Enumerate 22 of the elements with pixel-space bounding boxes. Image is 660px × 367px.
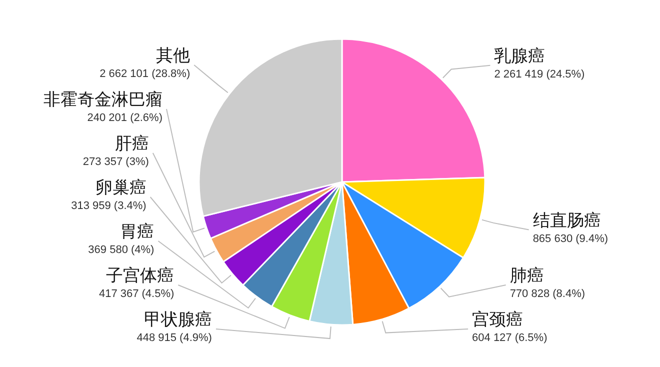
data-label: 2 662 101 (28.8%) <box>100 68 190 80</box>
data-label: 417 367 (4.5%) <box>98 288 174 300</box>
data-label: 770 828 (8.4%) <box>510 288 586 300</box>
data-label: 240 201 (2.6%) <box>87 112 162 124</box>
data-label: 273 357 (3%) <box>82 156 149 168</box>
data-label: 448 915 (4.9%) <box>136 332 212 344</box>
slice-label: 宫颈癌 <box>472 310 524 329</box>
slice-label: 胃癌 <box>120 222 154 241</box>
slice-label: 乳腺癌 <box>494 46 546 66</box>
slice-label: 肺癌 <box>510 266 544 285</box>
slice-label: 子宫体癌 <box>106 266 174 285</box>
data-label: 865 630 (9.4%) <box>532 232 608 245</box>
data-label: 2 261 419 (24.5%) <box>494 68 585 80</box>
slice-label: 结直肠癌 <box>532 210 601 230</box>
slice-label: 甲状腺癌 <box>144 310 212 329</box>
slice-label: 非霍奇金淋巴瘤 <box>43 90 162 109</box>
slice-label: 其他 <box>156 46 190 65</box>
data-label: 604 127 (6.5%) <box>472 332 548 344</box>
data-label: 313 959 (3.4%) <box>71 200 146 212</box>
slice-label: 肝癌 <box>114 134 149 153</box>
data-label: 369 580 (4%) <box>88 244 154 256</box>
slice-label: 卵巢癌 <box>95 178 146 197</box>
